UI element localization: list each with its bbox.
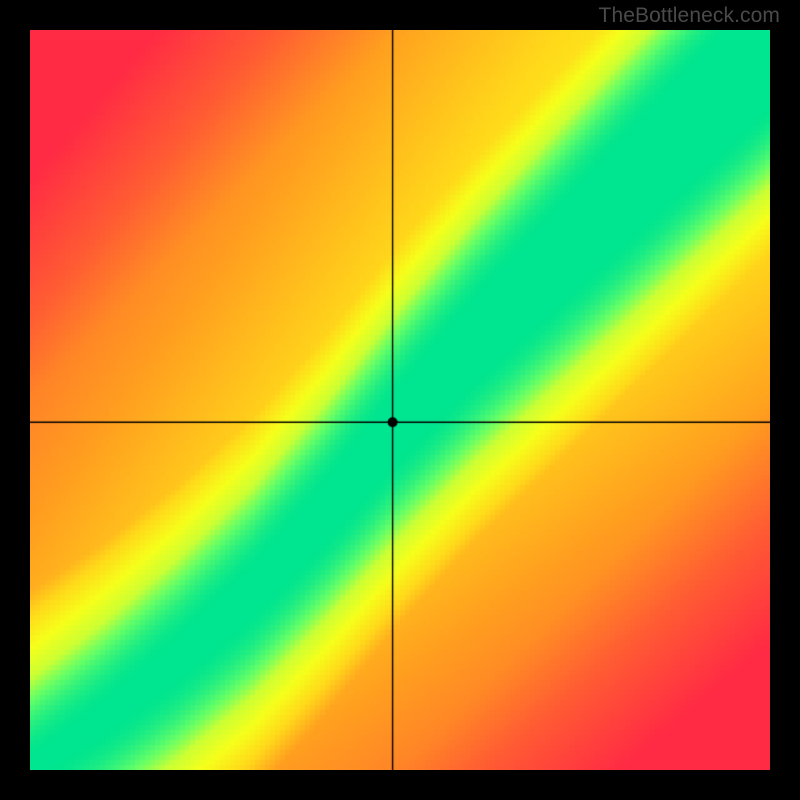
plot-area	[30, 30, 770, 770]
heatmap-canvas	[30, 30, 770, 770]
chart-container: TheBottleneck.com	[0, 0, 800, 800]
watermark-text: TheBottleneck.com	[599, 4, 780, 28]
